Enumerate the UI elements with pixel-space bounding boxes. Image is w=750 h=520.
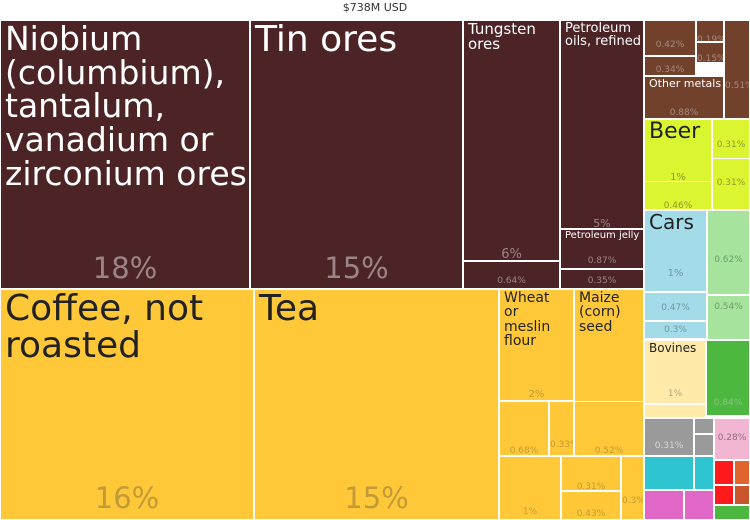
tile-percent: 0.31%: [716, 178, 746, 188]
tile-percent: 5%: [593, 217, 611, 229]
tile-label: Coffee, not roasted: [5, 289, 204, 366]
tile-label: Petroleum jelly: [565, 230, 640, 241]
treemap-tile[interactable]: Tungsten ores 6%: [463, 20, 560, 261]
treemap-tile[interactable]: Cars 1%: [644, 210, 707, 292]
tile-label: Maize (corn) seed: [579, 290, 621, 335]
tile-percent: 0.28%: [717, 433, 747, 443]
tile-percent: 1%: [670, 172, 686, 183]
tile-percent: 0.64%: [497, 276, 526, 286]
treemap-minor-tile: [714, 485, 734, 505]
tile-percent: 0.52%: [594, 446, 624, 456]
treemap-tile[interactable]: 0.68%: [499, 401, 549, 456]
tile-label: Cars: [649, 210, 694, 234]
treemap-tile[interactable]: 0.35%: [560, 269, 644, 289]
tile-percent: 0.87%: [587, 256, 617, 266]
tile-percent: 6%: [501, 247, 522, 261]
tile-label: Tea: [259, 289, 320, 329]
tile-percent: 0.34%: [655, 65, 685, 75]
tile-percent: 0.54%: [714, 302, 743, 312]
treemap-minor-tile: [714, 460, 734, 485]
tile-percent: 0.31%: [576, 482, 606, 491]
tile-percent: 0.51%: [725, 81, 749, 91]
treemap-tile[interactable]: Petroleum oils, refined 5%: [560, 20, 644, 229]
treemap-tile[interactable]: Other metals 0.88%: [644, 76, 724, 119]
treemap-tile[interactable]: 0.51%: [724, 20, 750, 119]
tile-percent: 1%: [522, 507, 538, 517]
treemap-tile[interactable]: 0.31%: [561, 456, 621, 491]
tile-percent: 0.62%: [714, 255, 743, 265]
tile-percent: 0.31%: [716, 140, 746, 150]
treemap-tile[interactable]: Niobium (columbium), tantalum, vanadium …: [0, 20, 250, 289]
treemap-tile[interactable]: 0.54%: [707, 295, 750, 340]
treemap-minor-tile: [684, 490, 714, 520]
treemap-tile[interactable]: Coffee, not roasted 16%: [0, 289, 254, 520]
tile-percent: 0.33%: [550, 440, 573, 450]
tile-label: Tungsten ores: [468, 20, 536, 54]
treemap-minor-tile: [714, 505, 750, 520]
tile-percent: 1%: [667, 389, 683, 399]
tile-percent: 0.43%: [576, 509, 606, 519]
tile-label: Petroleum oils, refined: [565, 21, 641, 50]
chart-title: $738M USD: [342, 1, 408, 14]
treemap-minor-tile: [734, 485, 750, 505]
tile-percent: 0.31%: [654, 441, 684, 451]
tile-percent: 0.84%: [713, 398, 743, 408]
tile-label: Beer: [649, 119, 701, 144]
treemap-minor-tile: [694, 418, 714, 434]
treemap-tile[interactable]: 0.3%: [644, 321, 707, 339]
treemap-tile[interactable]: 0.34%: [644, 56, 696, 76]
treemap-tile[interactable]: 0.52%: [574, 401, 644, 456]
tile-percent: 16%: [94, 481, 160, 515]
tile-percent: 0.68%: [509, 446, 539, 456]
treemap-tile[interactable]: 0.31%: [712, 158, 750, 210]
treemap-minor-tile: [694, 456, 714, 490]
tile-percent: 0.47%: [661, 303, 690, 313]
treemap-tile[interactable]: 0.3%: [621, 456, 644, 520]
treemap-tile[interactable]: 0.43%: [561, 491, 621, 520]
tile-label: Niobium (columbium), tantalum, vanadium …: [5, 20, 247, 193]
treemap-tile[interactable]: 0.19%: [696, 20, 724, 42]
treemap-tile[interactable]: Tea 15%: [254, 289, 499, 520]
treemap-tile[interactable]: Petroleum jelly 0.87%: [560, 229, 644, 269]
tile-percent: 0.3%: [664, 325, 687, 335]
tile-label: Other metals: [649, 77, 722, 90]
treemap-tile[interactable]: Tin ores 15%: [250, 20, 463, 289]
treemap-tile[interactable]: 0.42%: [644, 20, 696, 56]
treemap-tile[interactable]: Bovines 1%: [644, 340, 706, 404]
treemap-minor-tile: [644, 456, 694, 490]
treemap-minor-tile: [694, 434, 714, 456]
treemap-tile[interactable]: 0.46%: [644, 181, 712, 210]
tile-percent: 0.88%: [669, 108, 699, 118]
treemap-tile[interactable]: Wheat or meslin flour 2%: [499, 289, 574, 401]
tile-percent: 0.19%: [697, 35, 724, 42]
tile-label: Wheat or meslin flour: [504, 290, 551, 349]
treemap-tile[interactable]: 0.47%: [644, 292, 707, 321]
tile-percent: 0.3%: [622, 496, 644, 506]
treemap-tile[interactable]: 1%: [499, 456, 561, 520]
tile-label: Bovines: [649, 341, 697, 355]
tile-percent: 15%: [344, 481, 409, 515]
tile-percent: 0.35%: [587, 276, 617, 286]
treemap-minor-tile: [644, 404, 706, 418]
treemap-minor-tile: [734, 460, 750, 485]
treemap-tile[interactable]: 0.31%: [644, 418, 694, 456]
tile-percent: 18%: [92, 251, 158, 285]
treemap-minor-tile: [644, 490, 684, 520]
tile-label: Tin ores: [255, 20, 398, 60]
tile-percent: 0.42%: [655, 40, 685, 50]
tile-percent: 0.15%: [697, 54, 724, 63]
treemap-tile[interactable]: 0.33%: [549, 401, 574, 456]
treemap-tile[interactable]: 0.62%: [707, 210, 750, 295]
tile-percent: 15%: [324, 251, 389, 285]
tile-percent: 2%: [528, 389, 545, 400]
tile-percent: 1%: [667, 268, 684, 279]
tile-percent: 0.46%: [663, 201, 693, 210]
treemap-tile[interactable]: 0.64%: [463, 261, 560, 289]
treemap-tile[interactable]: 0.28%: [714, 418, 750, 460]
treemap-tile[interactable]: 0.15%: [696, 42, 724, 63]
treemap-tile[interactable]: 0.84%: [706, 340, 750, 416]
